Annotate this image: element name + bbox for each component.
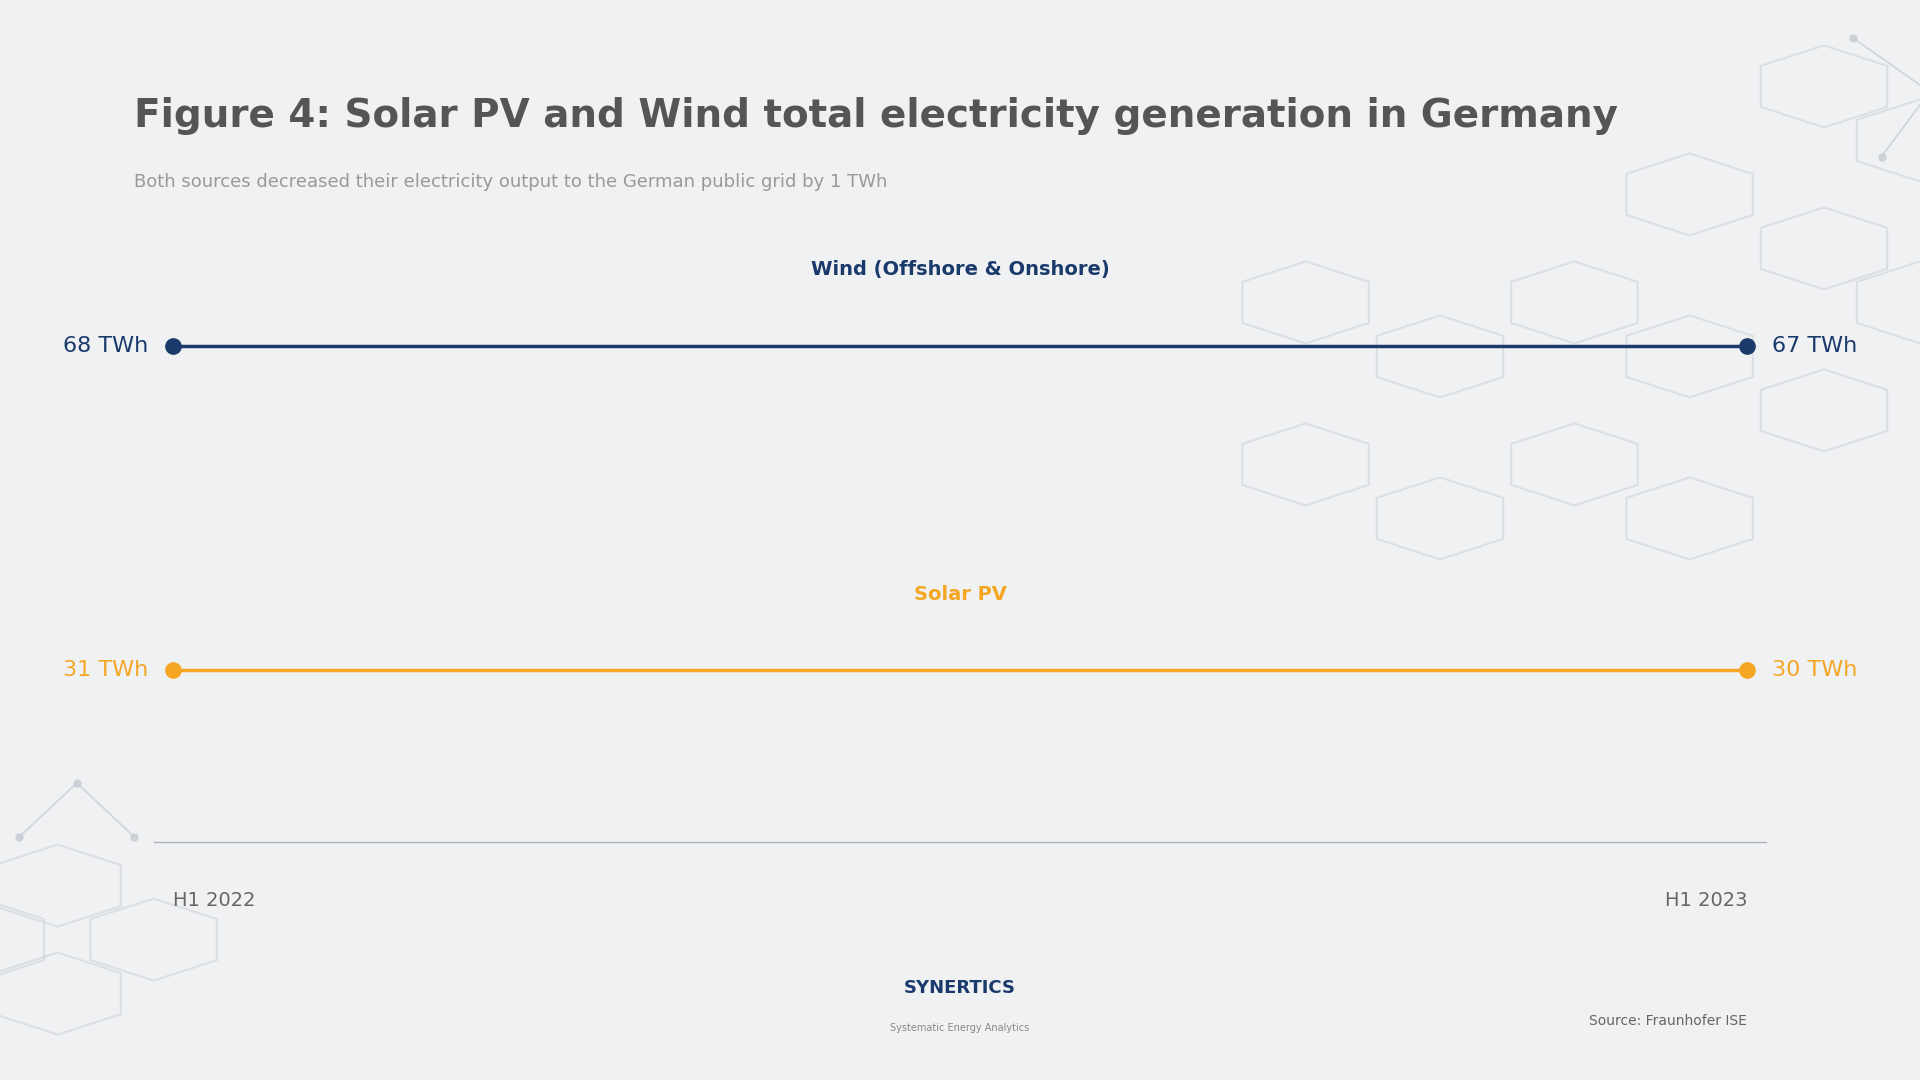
Text: Wind (Offshore & Onshore): Wind (Offshore & Onshore) [810, 260, 1110, 280]
Text: SYNERTICS: SYNERTICS [904, 980, 1016, 997]
Text: Solar PV: Solar PV [914, 584, 1006, 604]
Text: 68 TWh: 68 TWh [63, 336, 148, 355]
Text: Systematic Energy Analytics: Systematic Energy Analytics [891, 1023, 1029, 1034]
Text: H1 2023: H1 2023 [1665, 891, 1747, 910]
Text: H1 2022: H1 2022 [173, 891, 255, 910]
Text: Both sources decreased their electricity output to the German public grid by 1 T: Both sources decreased their electricity… [134, 173, 887, 191]
Text: Source: Fraunhofer ISE: Source: Fraunhofer ISE [1590, 1014, 1747, 1027]
Text: 30 TWh: 30 TWh [1772, 660, 1857, 679]
Text: 31 TWh: 31 TWh [63, 660, 148, 679]
Text: Figure 4: Solar PV and Wind total electricity generation in Germany: Figure 4: Solar PV and Wind total electr… [134, 97, 1619, 135]
Text: 67 TWh: 67 TWh [1772, 336, 1857, 355]
